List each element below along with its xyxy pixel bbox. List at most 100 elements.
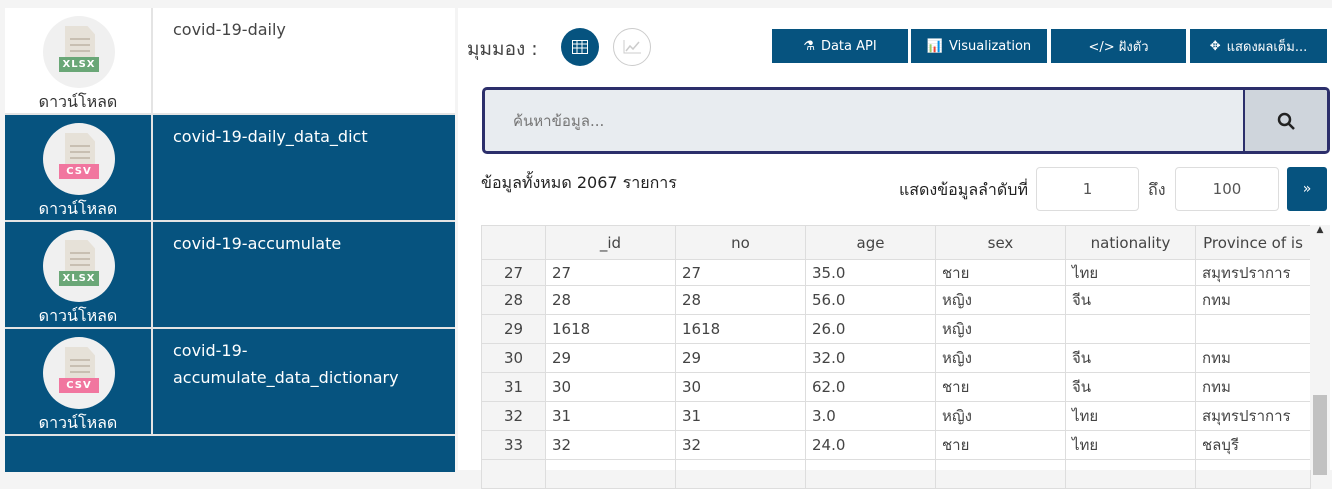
table-cell: 33 (481, 430, 546, 460)
scroll-up-arrow[interactable]: ▲ (1316, 225, 1324, 235)
fullscreen-button[interactable]: ✥ แสดงผลเต็ม... (1190, 29, 1327, 63)
table-cell: 29 (675, 343, 806, 373)
range-from-input[interactable] (1036, 167, 1139, 211)
resource-item[interactable]: CSV ดาวน์โหลด covid-19-daily_data_dict (5, 115, 455, 222)
next-page-button[interactable]: » (1287, 167, 1327, 211)
table-icon (572, 40, 588, 54)
range-to-input[interactable] (1175, 167, 1279, 211)
download-link[interactable]: ดาวน์โหลด (38, 199, 118, 218)
visualization-button[interactable]: 📊 Visualization (911, 29, 1047, 63)
search-button[interactable] (1243, 90, 1327, 151)
range-label: แสดงข้อมูลลำดับที่ (898, 180, 1028, 199)
download-link[interactable]: ดาวน์โหลด (38, 306, 118, 325)
table-cell: ชลบุรี (1195, 430, 1311, 460)
search-input[interactable] (485, 90, 1245, 151)
table-scrollbar[interactable]: ▲ (1310, 225, 1330, 475)
table-cell: 24.0 (805, 430, 936, 460)
table-cell: 29 (481, 314, 546, 344)
table-row: 27 27 27 35.0 ชาย ไทย สมุทรปราการ (481, 259, 1311, 286)
table-cell: 32.0 (805, 343, 936, 373)
chart-view-button[interactable] (613, 28, 651, 66)
expand-icon: ✥ (1209, 38, 1221, 54)
table-cell: ไทย (1065, 259, 1196, 286)
resource-icon-cell: XLSX ดาวน์โหลด (5, 222, 153, 327)
table-cell: 31 (481, 372, 546, 402)
table-cell: จีน (1065, 343, 1196, 373)
table-cell: กทม (1195, 285, 1311, 315)
grid-view-button[interactable] (561, 28, 599, 66)
download-link[interactable]: ดาวน์โหลด (38, 92, 118, 111)
table-row: 29 1618 1618 26.0 หญิง (481, 314, 1311, 344)
table-cell: 30 (545, 372, 676, 402)
data-table: _id no age sex nationality Province of is 27 27… (481, 225, 1311, 489)
resource-name[interactable]: covid-19-daily (153, 8, 455, 113)
column-header[interactable]: Province of is (1195, 225, 1311, 260)
table-row: 33 32 32 24.0 ชาย ไทย ชลบุรี (481, 430, 1311, 460)
table-cell: หญิง (935, 314, 1066, 344)
column-header[interactable]: no (675, 225, 806, 260)
column-header[interactable]: age (805, 225, 936, 260)
table-cell: สมุทรปราการ (1195, 401, 1311, 431)
table-cell: ไทย (1065, 430, 1196, 460)
resource-item[interactable]: XLSX ดาวน์โหลด covid-19-accumulate (5, 222, 455, 329)
download-link[interactable]: ดาวน์โหลด (38, 413, 118, 432)
scrollbar-thumb[interactable] (1313, 395, 1327, 475)
table-cell: จีน (1065, 285, 1196, 315)
table-cell: 32 (481, 401, 546, 431)
resource-item[interactable]: XLSX ดาวน์โหลด covid-19-daily (5, 8, 455, 115)
table-cell: 27 (675, 259, 806, 286)
table-cell: ชาย (935, 259, 1066, 286)
data-api-button[interactable]: ⚗ Data API (772, 29, 908, 63)
xlsx-file-icon: XLSX (43, 230, 115, 302)
table-cell: 31 (545, 401, 676, 431)
search-bar (482, 87, 1330, 154)
table-cell: 28 (481, 285, 546, 315)
resource-name[interactable]: covid-19-accumulate_data_dictionary (153, 329, 455, 434)
table-cell: หญิง (935, 285, 1066, 315)
resource-item[interactable] (5, 436, 455, 472)
table-row: 30 29 29 32.0 หญิง จีน กทม (481, 343, 1311, 373)
table-cell: 30 (481, 343, 546, 373)
resource-icon-cell: XLSX ดาวน์โหลด (5, 8, 153, 113)
table-row: 28 28 28 56.0 หญิง จีน กทม (481, 285, 1311, 315)
resource-name[interactable]: covid-19-accumulate (153, 222, 455, 327)
table-cell (1195, 314, 1311, 344)
resource-item[interactable]: CSV ดาวน์โหลด covid-19-accumulate_data_d… (5, 329, 455, 436)
column-header[interactable]: sex (935, 225, 1066, 260)
bar-chart-icon: 📊 (926, 38, 944, 54)
embed-button[interactable]: </> ฝังตัว (1051, 29, 1186, 63)
table-row: 31 30 30 62.0 ชาย จีน กทม (481, 372, 1311, 402)
table-cell: 56.0 (805, 285, 936, 315)
table-cell (1065, 314, 1196, 344)
table-cell: หญิง (935, 401, 1066, 431)
line-chart-icon (623, 40, 641, 54)
table-cell: 1618 (675, 314, 806, 344)
table-cell: ชาย (935, 372, 1066, 402)
preview-panel: มุมมอง : ⚗ Data API 📊 Visualization </> ฝั… (458, 8, 1332, 489)
search-icon (1277, 112, 1295, 130)
table-row (481, 459, 1311, 489)
table-cell: 27 (481, 259, 546, 286)
table-cell: 28 (545, 285, 676, 315)
flask-icon: ⚗ (803, 38, 815, 54)
table-cell: 29 (545, 343, 676, 373)
table-cell: 31 (675, 401, 806, 431)
resource-name[interactable]: covid-19-daily_data_dict (153, 115, 455, 220)
xlsx-file-icon: XLSX (43, 16, 115, 88)
table-cell: หญิง (935, 343, 1066, 373)
resource-list: XLSX ดาวน์โหลด covid-19-daily CSV ดาวน์โ… (5, 8, 455, 472)
table-cell: 62.0 (805, 372, 936, 402)
table-row: 32 31 31 3.0 หญิง ไทย สมุทรปราการ (481, 401, 1311, 431)
table-cell: 30 (675, 372, 806, 402)
table-cell: กทม (1195, 372, 1311, 402)
table-cell: 27 (545, 259, 676, 286)
csv-file-icon: CSV (43, 337, 115, 409)
table-cell: 32 (675, 430, 806, 460)
table-cell: ชาย (935, 430, 1066, 460)
column-header[interactable] (481, 225, 546, 260)
column-header[interactable]: _id (545, 225, 676, 260)
table-cell: 26.0 (805, 314, 936, 344)
total-count: ข้อมูลทั้งหมด 2067 รายการ (481, 173, 677, 192)
column-header[interactable]: nationality (1065, 225, 1196, 260)
table-cell: 1618 (545, 314, 676, 344)
